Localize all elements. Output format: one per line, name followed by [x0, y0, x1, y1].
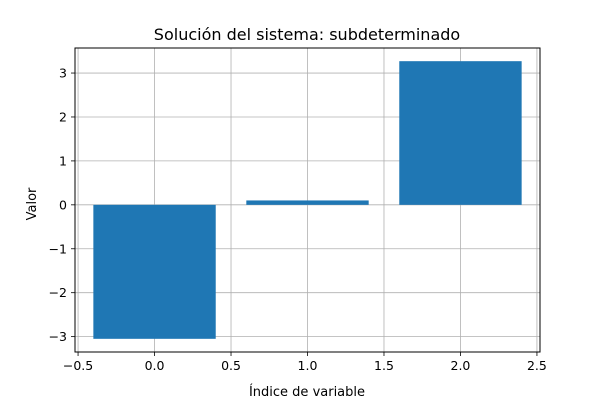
x-tick-label: 0.5 [221, 358, 241, 373]
bar-1 [246, 200, 369, 205]
y-tick-label: −3 [49, 329, 67, 344]
bar-0 [93, 204, 216, 339]
y-tick-label: 0 [59, 197, 67, 212]
bars [93, 61, 522, 339]
x-tick-label: 2.5 [527, 358, 547, 373]
y-tick-label: 2 [59, 109, 67, 124]
x-axis: −0.5 0.0 0.5 1.0 1.5 2.0 2.5 [63, 352, 547, 373]
x-tick-label: 1.0 [298, 358, 318, 373]
y-tick-label: 1 [59, 153, 67, 168]
chart-title: Solución del sistema: subdeterminado [154, 25, 460, 44]
y-axis: −3 −2 −1 0 1 2 3 [49, 66, 75, 344]
x-tick-label: 1.5 [374, 358, 394, 373]
x-axis-label: Índice de variable [249, 384, 365, 400]
x-tick-label: 2.0 [451, 358, 471, 373]
x-tick-label: −0.5 [63, 358, 93, 373]
y-tick-label: −2 [49, 285, 67, 300]
x-tick-label: 0.0 [145, 358, 165, 373]
y-axis-label: Valor [25, 187, 40, 220]
y-tick-label: 3 [59, 66, 67, 81]
bar-2 [399, 61, 522, 205]
y-tick-label: −1 [49, 241, 67, 256]
